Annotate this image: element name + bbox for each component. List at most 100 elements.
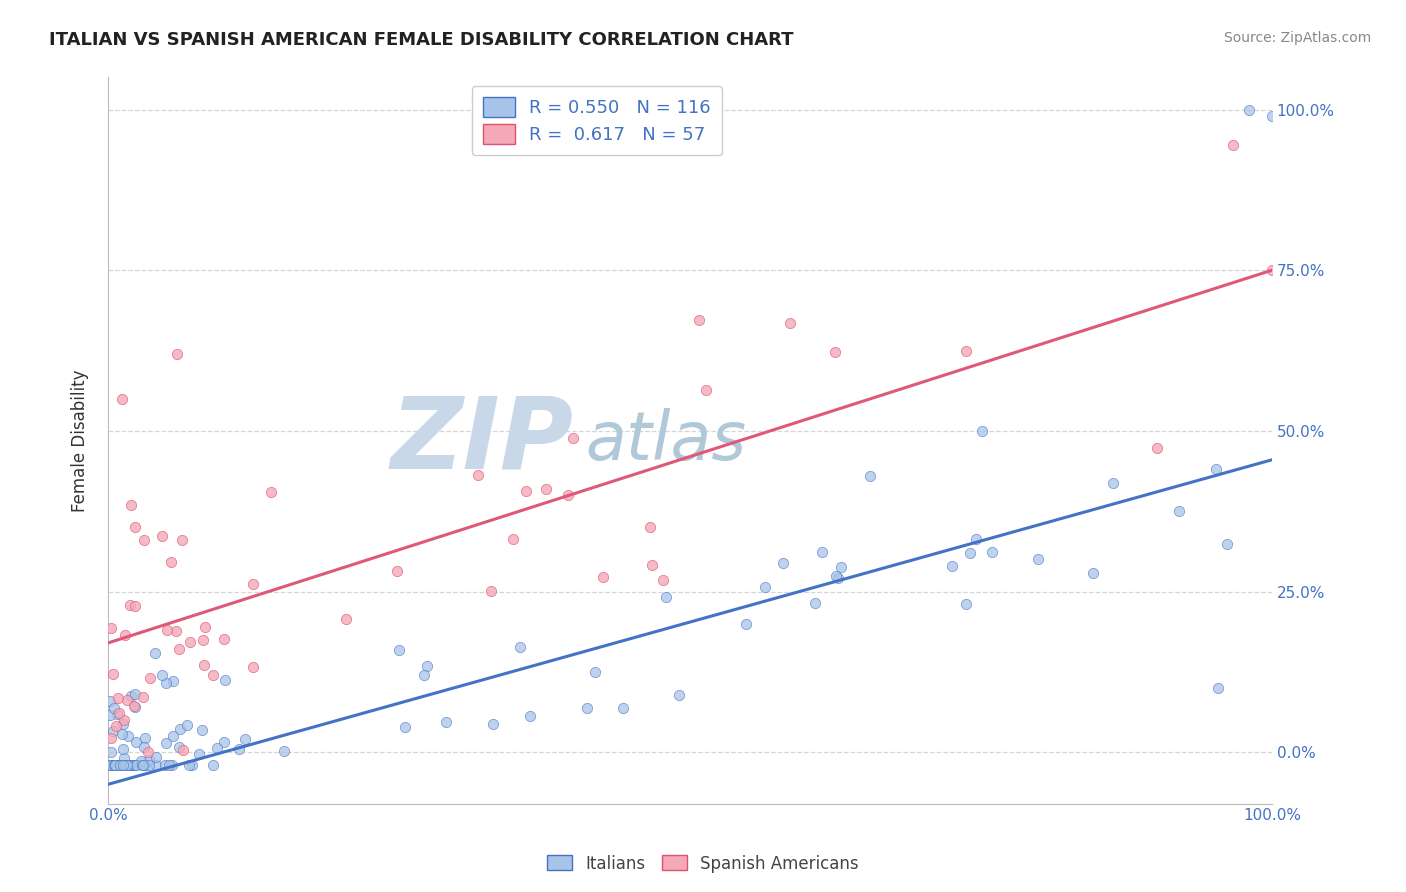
Point	[176, 718, 198, 732]
Point	[824, 345, 846, 359]
Point	[207, 740, 229, 755]
Point	[412, 668, 434, 682]
Point	[110, 758, 132, 772]
Point	[160, 758, 183, 772]
Point	[1101, 475, 1123, 490]
Point	[959, 546, 981, 560]
Point	[145, 750, 167, 764]
Point	[772, 556, 794, 570]
Point	[103, 666, 125, 681]
Point	[955, 344, 977, 359]
Point	[583, 665, 606, 680]
Legend: R = 0.550   N = 116, R =  0.617   N = 57: R = 0.550 N = 116, R = 0.617 N = 57	[472, 87, 721, 155]
Point	[105, 706, 128, 721]
Point	[167, 641, 190, 656]
Point	[100, 621, 122, 635]
Point	[187, 747, 209, 761]
Point	[134, 758, 156, 772]
Point	[100, 694, 122, 708]
Point	[100, 758, 122, 772]
Point	[811, 545, 834, 559]
Point	[124, 520, 146, 534]
Point	[652, 574, 675, 588]
Point	[114, 628, 136, 642]
Point	[134, 731, 156, 746]
Point	[121, 758, 143, 772]
Point	[830, 560, 852, 574]
Point	[1222, 137, 1244, 152]
Point	[114, 758, 136, 772]
Point	[214, 632, 236, 646]
Point	[260, 485, 283, 500]
Point	[1146, 441, 1168, 455]
Point	[191, 632, 214, 647]
Point	[965, 532, 987, 546]
Point	[385, 564, 408, 578]
Point	[825, 569, 848, 583]
Point	[115, 758, 138, 772]
Point	[115, 758, 138, 772]
Point	[201, 758, 224, 772]
Point	[122, 758, 145, 772]
Point	[115, 758, 138, 772]
Point	[103, 701, 125, 715]
Point	[115, 693, 138, 707]
Point	[134, 758, 156, 772]
Point	[117, 729, 139, 743]
Point	[139, 671, 162, 685]
Point	[129, 755, 152, 769]
Point	[242, 660, 264, 674]
Point	[233, 731, 256, 746]
Point	[562, 431, 585, 445]
Point	[181, 758, 204, 772]
Point	[980, 545, 1002, 559]
Point	[394, 720, 416, 734]
Point	[242, 576, 264, 591]
Point	[104, 719, 127, 733]
Point	[179, 635, 201, 649]
Point	[107, 691, 129, 706]
Point	[640, 520, 662, 534]
Point	[120, 689, 142, 703]
Point	[125, 735, 148, 749]
Point	[169, 722, 191, 736]
Point	[482, 717, 505, 731]
Point	[111, 727, 134, 741]
Point	[1206, 681, 1229, 695]
Point	[502, 533, 524, 547]
Point	[138, 753, 160, 767]
Point	[124, 599, 146, 613]
Point	[124, 700, 146, 714]
Point	[191, 723, 214, 737]
Point	[111, 758, 134, 772]
Point	[479, 583, 502, 598]
Point	[162, 729, 184, 743]
Point	[112, 716, 135, 731]
Point	[214, 673, 236, 688]
Point	[115, 758, 138, 772]
Point	[655, 591, 678, 605]
Y-axis label: Female Disability: Female Disability	[72, 369, 89, 512]
Point	[124, 687, 146, 701]
Point	[1205, 462, 1227, 476]
Point	[688, 313, 710, 327]
Point	[1083, 566, 1105, 580]
Point	[804, 596, 827, 610]
Point	[955, 597, 977, 611]
Point	[122, 698, 145, 713]
Point	[111, 392, 134, 406]
Point	[162, 674, 184, 689]
Point	[779, 317, 801, 331]
Point	[104, 758, 127, 772]
Point	[156, 624, 179, 638]
Point	[519, 709, 541, 723]
Point	[138, 758, 160, 772]
Point	[165, 624, 187, 638]
Point	[108, 706, 131, 721]
Point	[112, 758, 135, 772]
Point	[104, 758, 127, 772]
Point	[103, 723, 125, 738]
Point	[112, 758, 135, 772]
Point	[434, 714, 457, 729]
Point	[145, 758, 167, 772]
